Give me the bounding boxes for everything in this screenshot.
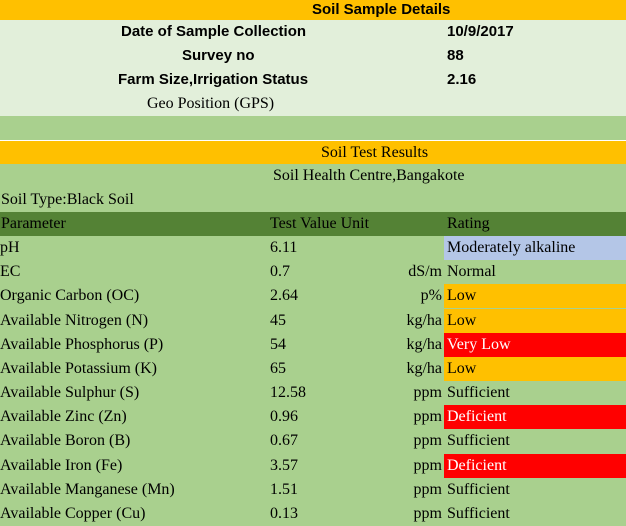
parameter-cell: Available Copper (Cu) xyxy=(0,504,146,522)
rating-cell: Sufficient xyxy=(444,381,626,406)
table-row: Available Sulphur (S) 12.58 ppm Sufficient xyxy=(0,381,626,406)
table-row: Available Phosphorus (P) 54 kg/ha Very Low xyxy=(0,332,626,357)
table-row: Available Nitrogen (N) 45 kg/ha Low xyxy=(0,308,626,333)
parameter-cell: Organic Carbon (OC) xyxy=(0,287,140,305)
spacer-band xyxy=(0,116,626,140)
unit-cell: kg/ha xyxy=(406,359,442,377)
centre-name: Soil Health Centre,Bangakote xyxy=(273,167,465,184)
centre-row: Soil Health Centre,Bangakote xyxy=(0,164,626,188)
rating-cell: Very Low xyxy=(444,332,626,357)
rating-cell: Low xyxy=(444,284,626,309)
parameter-cell: EC xyxy=(0,263,21,281)
table-row: Available Copper (Cu) 0.13 ppm Sufficient xyxy=(0,501,626,526)
rating-cell: Sufficient xyxy=(444,429,626,454)
column-header-rating: Rating xyxy=(447,215,490,232)
sample-details-panel xyxy=(0,20,626,116)
parameter-cell: Available Manganese (Mn) xyxy=(0,480,175,498)
column-header-parameter: Parameter xyxy=(1,215,66,232)
detail-label: Date of Sample Collection xyxy=(121,23,307,40)
rating-cell: Moderately alkaline xyxy=(444,236,626,260)
unit-cell: ppm xyxy=(413,408,442,426)
detail-value: 2.16 xyxy=(447,71,477,88)
unit-cell: ppm xyxy=(413,480,442,498)
unit-cell: p% xyxy=(420,287,442,305)
parameter-cell: Available Phosphorus (P) xyxy=(0,335,164,353)
parameter-cell: Available Iron (Fe) xyxy=(0,456,123,474)
parameter-cell: Available Zinc (Zn) xyxy=(0,408,127,426)
value-cell: 0.67 xyxy=(270,432,298,450)
value-cell: 54 xyxy=(270,335,286,353)
value-cell: 2.64 xyxy=(270,287,298,305)
rating-cell: Sufficient xyxy=(444,501,626,526)
rating-cell: Normal xyxy=(444,260,626,285)
table-row: pH 6.11 Moderately alkaline xyxy=(0,236,626,260)
column-header-value-unit: Test Value Unit xyxy=(270,215,370,232)
value-cell: 0.96 xyxy=(270,408,298,426)
table-row: Available Iron (Fe) 3.57 ppm Deficient xyxy=(0,453,626,478)
value-cell: 12.58 xyxy=(270,384,306,402)
value-cell: 1.51 xyxy=(270,480,298,498)
rating-cell: Sufficient xyxy=(444,477,626,502)
detail-row-gps: Geo Position (GPS) xyxy=(0,92,626,116)
unit-cell: ppm xyxy=(413,456,442,474)
table-row: Available Manganese (Mn) 1.51 ppm Sufficien… xyxy=(0,477,626,502)
value-cell: 3.57 xyxy=(270,456,298,474)
divider xyxy=(0,140,626,141)
sample-details-header: Soil Sample Details xyxy=(0,0,626,20)
value-cell: 0.7 xyxy=(270,263,290,281)
detail-value: 10/9/2017 xyxy=(447,23,514,40)
detail-row-farm: Farm Size,Irrigation Status 2.16 xyxy=(0,68,626,92)
gps-label: Geo Position (GPS) xyxy=(147,95,275,112)
rating-cell: Deficient xyxy=(444,453,626,478)
sample-details-title: Soil Sample Details xyxy=(312,1,451,18)
parameter-cell: pH xyxy=(0,239,20,256)
table-header: Parameter Test Value Unit Rating xyxy=(0,212,626,236)
detail-label: Farm Size,Irrigation Status xyxy=(118,71,309,88)
unit-cell: kg/ha xyxy=(406,311,442,329)
rating-cell: Deficient xyxy=(444,405,626,430)
unit-cell: kg/ha xyxy=(406,335,442,353)
unit-cell: ppm xyxy=(413,384,442,402)
table-row: Available Boron (B) 0.67 ppm Sufficient xyxy=(0,429,626,454)
detail-row-date: Date of Sample Collection 10/9/2017 xyxy=(0,20,626,44)
parameter-cell: Available Sulphur (S) xyxy=(0,384,140,402)
value-cell: 45 xyxy=(270,311,286,329)
unit-cell: dS/m xyxy=(408,263,442,281)
detail-label: Survey no xyxy=(182,47,255,64)
parameter-cell: Available Nitrogen (N) xyxy=(0,311,149,329)
soil-type-row: Soil Type:Black Soil xyxy=(0,188,626,212)
table-row: Available Potassium (K) 65 kg/ha Low xyxy=(0,356,626,381)
rating-cell: Low xyxy=(444,356,626,381)
value-cell: 6.11 xyxy=(270,239,298,256)
table-row: EC 0.7 dS/m Normal xyxy=(0,260,626,285)
soil-type: Soil Type:Black Soil xyxy=(1,191,134,208)
detail-row-survey: Survey no 88 xyxy=(0,44,626,68)
unit-cell: ppm xyxy=(413,504,442,522)
results-header: Soil Test Results xyxy=(0,141,626,164)
rating-cell: Low xyxy=(444,308,626,333)
unit-cell: ppm xyxy=(413,432,442,450)
results-table: pH 6.11 Moderately alkaline EC 0.7 dS/m Normal… xyxy=(0,236,626,526)
table-row: Organic Carbon (OC) 2.64 p% Low xyxy=(0,284,626,309)
value-cell: 0.13 xyxy=(270,504,298,522)
table-row: Available Zinc (Zn) 0.96 ppm Deficient xyxy=(0,405,626,430)
value-cell: 65 xyxy=(270,359,286,377)
results-title: Soil Test Results xyxy=(321,144,429,161)
parameter-cell: Available Boron (B) xyxy=(0,432,131,450)
parameter-cell: Available Potassium (K) xyxy=(0,359,158,377)
detail-value: 88 xyxy=(447,47,464,64)
